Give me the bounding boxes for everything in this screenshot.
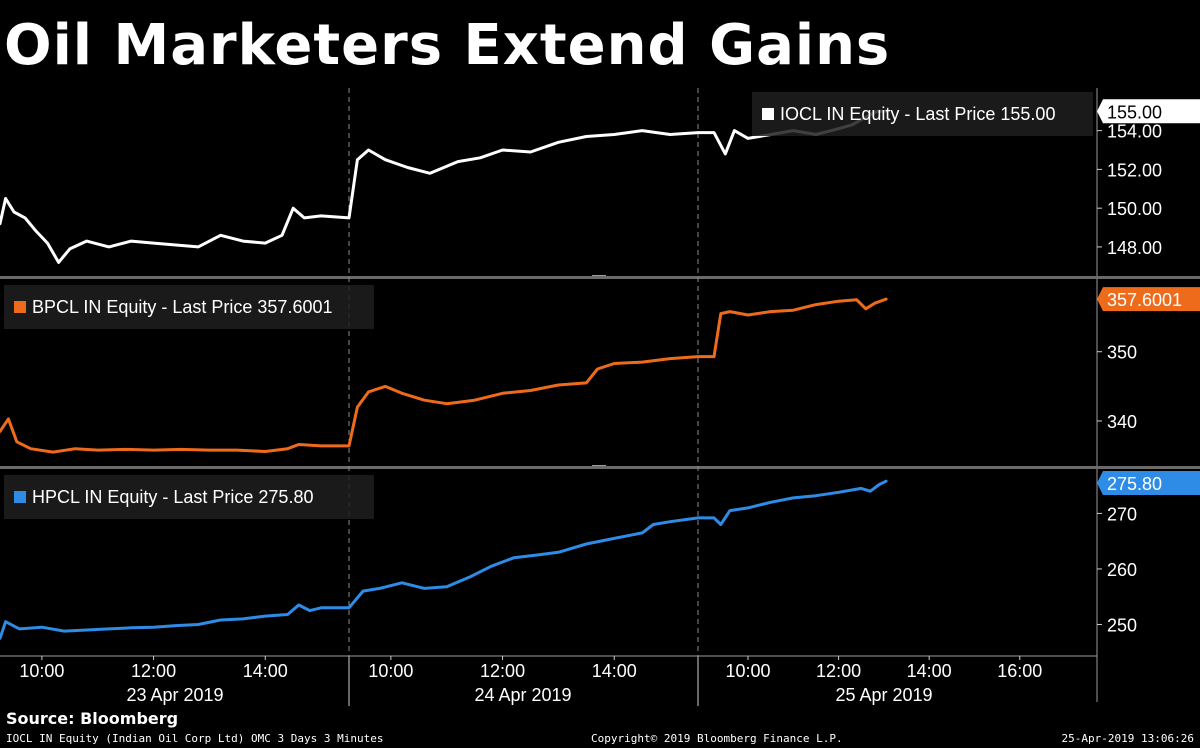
x-tick-label: 14:00	[592, 661, 637, 681]
x-tick-label: 12:00	[480, 661, 525, 681]
legend-box	[4, 475, 374, 519]
ticker-line: IOCL IN Equity (Indian Oil Corp Ltd) OMC…	[6, 732, 384, 745]
x-tick-label: 10:00	[725, 661, 770, 681]
panel-separator	[0, 466, 1200, 469]
y-tick-label: 154.00	[1107, 122, 1162, 142]
legend: BPCL IN Equity - Last Price 357.6001	[4, 285, 374, 329]
label-layer: 10:00 12:00 14:00 10:00 12:00 14:00 10:00 12:00…	[4, 92, 1200, 705]
last-price-tag: 357.6001	[1097, 287, 1200, 312]
last-price-tag: 155.00	[1097, 99, 1200, 124]
legend-box	[4, 285, 374, 329]
last-price-tag-bg	[1097, 287, 1200, 312]
last-price-tag-bg	[1097, 471, 1200, 495]
y-tick-label: 260	[1107, 560, 1137, 580]
legend: HPCL IN Equity - Last Price 275.80	[4, 475, 374, 519]
last-price-value: 357.6001	[1107, 290, 1182, 310]
x-tick-label: 14:00	[907, 661, 952, 681]
legend-label: BPCL IN Equity - Last Price 357.6001	[32, 297, 333, 317]
price-series-line	[0, 297, 888, 454]
last-price-value: 275.80	[1107, 474, 1162, 494]
grid-layer	[0, 88, 1200, 706]
last-price-value: 155.00	[1107, 102, 1162, 122]
legend-swatch	[14, 491, 26, 503]
y-tick-label: 250	[1107, 615, 1137, 635]
y-tick-label: 152.00	[1107, 160, 1162, 180]
series-layer	[0, 109, 888, 640]
last-price-tag: 275.80	[1097, 471, 1200, 495]
panel-separator	[0, 276, 1200, 279]
x-tick-label: 10:00	[19, 661, 64, 681]
y-tick-label: 270	[1107, 504, 1137, 524]
legend-swatch	[14, 301, 26, 313]
x-tick-label: 12:00	[131, 661, 176, 681]
x-day-label: 25 Apr 2019	[835, 685, 932, 705]
x-tick-label: 12:00	[816, 661, 861, 681]
last-price-tag-bg	[1097, 99, 1200, 124]
y-tick-label: 350	[1107, 343, 1137, 363]
legend-box	[752, 92, 1093, 136]
x-tick-label: 16:00	[997, 661, 1042, 681]
source-note: Source: Bloomberg	[6, 709, 179, 728]
price-series-line	[0, 479, 888, 640]
y-tick-label: 150.00	[1107, 199, 1162, 219]
chart-title: Oil Marketers Extend Gains	[4, 13, 891, 78]
x-tick-label: 14:00	[243, 661, 288, 681]
legend-label: HPCL IN Equity - Last Price 275.80	[32, 487, 313, 507]
panel-separator-handle	[592, 275, 606, 276]
y-tick-label: 340	[1107, 412, 1137, 432]
x-day-label: 24 Apr 2019	[474, 685, 571, 705]
timestamp: 25-Apr-2019 13:06:26	[1061, 732, 1194, 745]
legend: IOCL IN Equity - Last Price 155.00	[752, 92, 1093, 136]
price-series-line	[0, 109, 888, 264]
y-tick-label: 148.00	[1107, 238, 1162, 258]
copyright-note: Copyright© 2019 Bloomberg Finance L.P.	[591, 732, 843, 745]
x-day-label: 23 Apr 2019	[126, 685, 223, 705]
legend-label: IOCL IN Equity - Last Price 155.00	[780, 104, 1055, 124]
legend-swatch	[762, 108, 774, 120]
x-tick-label: 10:00	[368, 661, 413, 681]
panel-separator-handle	[592, 465, 606, 466]
